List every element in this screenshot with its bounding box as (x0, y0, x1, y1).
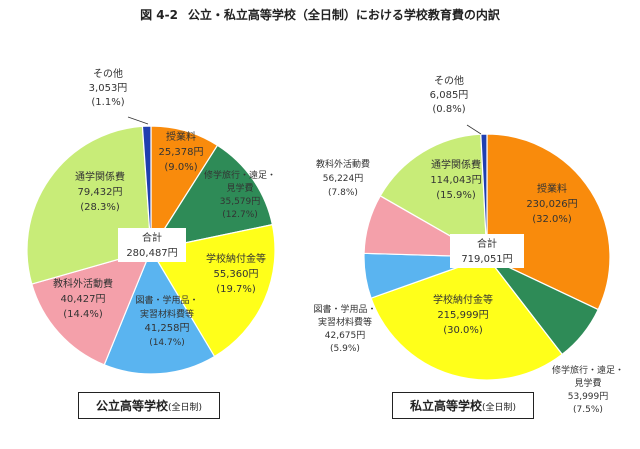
slice-amount-school-fees: 215,999円 (437, 310, 488, 321)
slice-amount-tuition: 25,378円 (159, 147, 204, 158)
slice-label-school-fees: 学校納付金等 (206, 252, 266, 265)
slice-amount-tuition: 230,026円 (526, 199, 577, 210)
slice-pct-trips: (7.5%) (573, 405, 603, 415)
slice-label-school-fees: 学校納付金等 215,999円 (30.0%) (433, 293, 493, 336)
slice-label-s2-books-supplies: 実習材料費等 (318, 316, 372, 328)
slice-label-other: その他 6,085円 (0.8%) (430, 74, 469, 115)
private-caption: 私立高等学校(全日制) (392, 392, 534, 419)
slice-amount-school-fees: 55,360円 (214, 269, 259, 280)
private-pie-chart: 授業料 230,026円 (32.0%) 修学旅行・遠足・見学費 53,999円 (7.5… (313, 74, 624, 415)
slice-label-s1-trips: 修学旅行・遠足・ (204, 169, 276, 181)
slice-label-books-supplies: 図書・学用品・実習材料費等 41,258円 (14.7%) (135, 294, 198, 348)
slice-amount-books-supplies: 42,675円 (325, 330, 366, 341)
total-box (450, 234, 524, 268)
private-caption-sub: (全日制) (481, 403, 517, 413)
slice-label-tuition: 授業料 230,026円 (32.0%) (526, 182, 577, 225)
slice-amount-extracurricular: 40,427円 (61, 294, 106, 305)
slice-pct-tuition: (9.0%) (164, 162, 197, 173)
slice-label-commute: 通学関係費 79,432円 (28.3%) (75, 170, 125, 213)
total-value: 719,051円 (461, 254, 512, 265)
total-label: 合計 (477, 237, 497, 250)
slice-label-school-fees: 学校納付金等 55,360円 (19.7%) (206, 252, 266, 295)
slice-amount-commute: 79,432円 (78, 187, 123, 198)
slice-amount-books-supplies: 41,258円 (145, 323, 190, 334)
public-caption-main: 公立高等学校 (95, 399, 168, 413)
slice-label-books-supplies: 図書・学用品・実習材料費等 42,675円 (5.9%) (313, 303, 376, 354)
slice-label-tuition: 授業料 25,378円 (9.0%) (159, 130, 204, 173)
slice-pct-school-fees: (19.7%) (216, 284, 256, 295)
slice-pct-other: (1.1%) (91, 97, 124, 108)
slice-pct-books-supplies: (14.7%) (149, 338, 185, 348)
private-caption-main: 私立高等学校 (409, 399, 482, 413)
total-label: 合計 (142, 231, 162, 244)
slice-label-tuition: 授業料 (537, 182, 567, 195)
slice-label-commute: 通学関係費 114,043円 (15.9%) (430, 158, 481, 201)
slice-label-other: その他 (434, 74, 464, 87)
slice-pct-extracurricular: (7.8%) (328, 188, 358, 198)
slice-label-extracurricular: 教科外活動費 (53, 277, 113, 290)
slice-label-trips: 修学旅行・遠足・見学費 53,999円 (7.5%) (552, 364, 624, 415)
slice-amount-trips: 53,999円 (568, 391, 609, 402)
slice-amount-other: 3,053円 (89, 83, 128, 94)
slice-label-s1-books-supplies: 図書・学用品・ (313, 303, 376, 315)
slice-label-extracurricular: 教科外活動費 56,224円 (7.8%) (316, 158, 370, 198)
pie-slice-extracurricular (31, 249, 153, 366)
figure-title-row: 図 4-2 公立・私立高等学校（全日制）における学校教育費の内訳 (0, 6, 640, 23)
slice-label-trips: 修学旅行・遠足・見学費 35,579円 (12.7%) (204, 169, 276, 220)
slice-label-other: その他 3,053円 (1.1%) (89, 67, 128, 108)
slice-amount-trips: 35,579円 (220, 196, 261, 207)
slice-label-s2-trips: 見学費 (226, 182, 253, 194)
slice-label-extracurricular: 教科外活動費 (316, 158, 370, 170)
pie-slice-school-fees (370, 256, 563, 381)
slice-label-tuition: 授業料 (166, 130, 196, 143)
slice-label-commute: 通学関係費 (431, 158, 481, 171)
slice-pct-other: (0.8%) (432, 104, 465, 115)
slice-label-s2-trips: 見学費 (574, 377, 601, 389)
slice-label-s1-books-supplies: 図書・学用品・ (135, 294, 198, 306)
slice-pct-tuition: (32.0%) (532, 214, 572, 225)
slice-pct-extracurricular: (14.4%) (63, 309, 103, 320)
pie-slice-books-supplies (103, 248, 216, 375)
pie-slice-commute (379, 133, 488, 259)
slice-pct-commute: (28.3%) (80, 202, 120, 213)
public-pie-chart: 授業料 25,378円 (9.0%) 修学旅行・遠足・見学費 35,579円 (12.7%… (26, 67, 276, 375)
total-value: 280,487円 (126, 248, 177, 259)
leader-line-other (466, 124, 482, 135)
pie-slice-trips (149, 144, 274, 251)
slice-label-s2-books-supplies: 実習材料費等 (140, 308, 194, 320)
slice-pct-commute: (15.9%) (436, 190, 476, 201)
slice-label-extracurricular: 教科外活動費 40,427円 (14.4%) (53, 277, 113, 320)
slice-amount-commute: 114,043円 (430, 175, 481, 186)
slice-pct-trips: (12.7%) (222, 210, 258, 220)
total-box (118, 228, 186, 262)
slice-amount-other: 6,085円 (430, 90, 469, 101)
slice-label-s1-trips: 修学旅行・遠足・ (552, 364, 624, 376)
leader-line-other (127, 116, 149, 125)
figure-number: 図 4-2 (140, 8, 178, 22)
slice-amount-extracurricular: 56,224円 (323, 173, 364, 184)
pie-slice-other (141, 125, 152, 251)
figure-title: 公立・私立高等学校（全日制）における学校教育費の内訳 (187, 8, 500, 22)
public-caption-sub: (全日制) (167, 403, 203, 413)
slice-pct-school-fees: (30.0%) (443, 325, 483, 336)
public-caption: 公立高等学校(全日制) (78, 392, 220, 419)
slice-label-commute: 通学関係費 (75, 170, 125, 183)
slice-label-school-fees: 学校納付金等 (433, 293, 493, 306)
slice-pct-books-supplies: (5.9%) (330, 344, 360, 354)
slice-label-other: その他 (93, 67, 123, 80)
